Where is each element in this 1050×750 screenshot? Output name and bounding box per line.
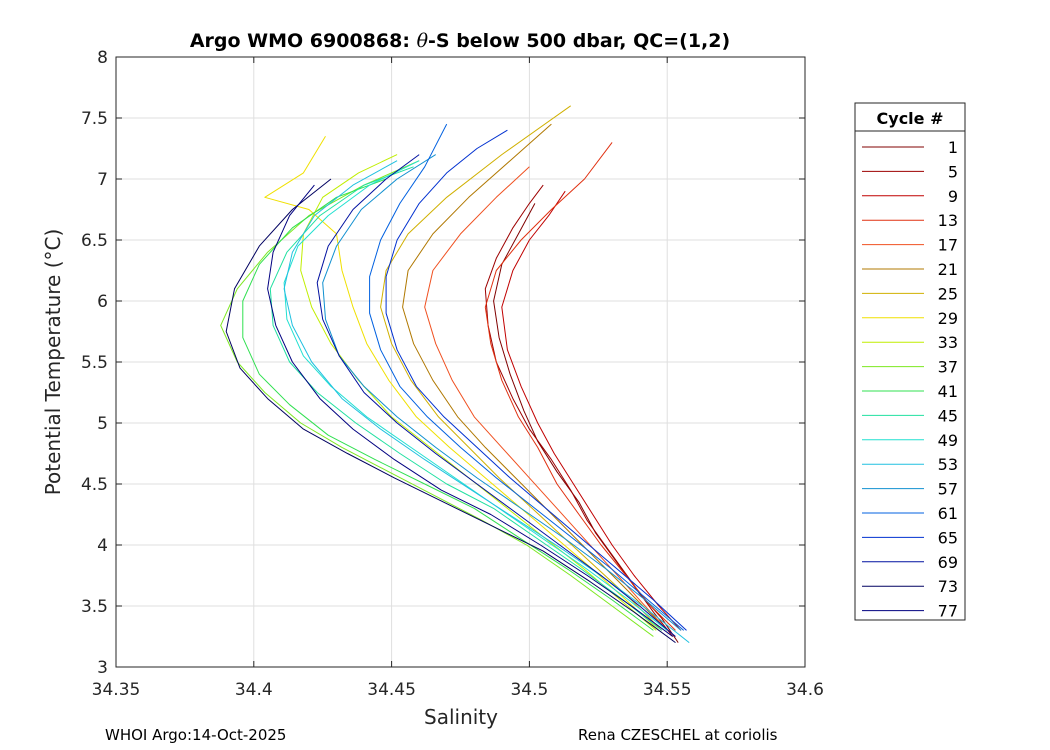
y-axis-label: Potential Temperature (°C) — [41, 229, 65, 496]
chart-title-suffix: -S below 500 dbar, QC=(1,2) — [428, 30, 730, 52]
legend-label-cycle-5: 5 — [948, 162, 958, 181]
chart-title-theta: θ — [417, 30, 429, 52]
x-tick-label: 34.6 — [786, 680, 824, 700]
grid-lines — [116, 57, 805, 667]
series-line-cycle-61 — [369, 123, 685, 631]
series-line-cycle-53 — [283, 160, 690, 643]
legend-label-cycle-77: 77 — [938, 602, 958, 621]
legend-label-cycle-9: 9 — [948, 187, 958, 206]
series-line-cycle-17 — [424, 166, 668, 631]
y-tick-label: 4.5 — [81, 475, 108, 495]
legend-label-cycle-13: 13 — [938, 211, 958, 230]
series-line-cycle-21 — [402, 123, 668, 631]
series-line-cycle-77 — [267, 184, 673, 637]
x-tick-label: 34.4 — [235, 680, 273, 700]
x-tick-label: 34.55 — [643, 680, 692, 700]
legend-label-cycle-1: 1 — [948, 138, 958, 157]
series-line-cycle-65 — [385, 129, 687, 631]
series-line-cycle-29 — [264, 136, 660, 631]
legend-label-cycle-33: 33 — [938, 333, 958, 352]
y-tick-label: 7 — [97, 170, 108, 190]
x-tick-label: 34.45 — [367, 680, 416, 700]
legend-label-cycle-49: 49 — [938, 431, 958, 450]
series-line-cycle-57 — [322, 154, 682, 631]
series-line-cycle-9 — [501, 190, 682, 631]
x-tick-label: 34.5 — [510, 680, 548, 700]
y-axis-ticks: 3 3.5 4 4.5 5 5.5 6 6.5 7 7.5 8 — [81, 48, 805, 678]
legend-label-cycle-53: 53 — [938, 455, 958, 474]
y-tick-label: 7.5 — [81, 109, 108, 129]
legend-label-cycle-65: 65 — [938, 528, 958, 547]
legend-items: 1 5 9 13 17 21 25 29 33 37 41 45 49 53 57 61 65 69 73 77 — [862, 138, 958, 621]
legend-label-cycle-69: 69 — [938, 553, 958, 572]
y-tick-label: 3 — [97, 658, 108, 678]
y-tick-label: 6.5 — [81, 231, 108, 251]
footer-left: WHOI Argo:14-Oct-2025 — [105, 726, 287, 744]
y-tick-label: 8 — [97, 48, 108, 68]
legend-label-cycle-29: 29 — [938, 309, 958, 328]
y-tick-label: 3.5 — [81, 597, 108, 617]
legend-label-cycle-61: 61 — [938, 504, 958, 523]
x-tick-label: 34.35 — [92, 680, 141, 700]
series-line-cycle-25 — [380, 105, 663, 631]
series-line-cycle-5 — [484, 184, 674, 637]
legend-label-cycle-21: 21 — [938, 260, 958, 279]
legend-label-cycle-41: 41 — [938, 382, 958, 401]
chart-title: Argo WMO 6900868: θ-S below 500 dbar, QC… — [190, 30, 730, 52]
legend-label-cycle-45: 45 — [938, 406, 958, 425]
series-line-cycle-49 — [283, 160, 668, 631]
series-line-cycle-73 — [225, 178, 676, 644]
legend-title: Cycle # — [877, 109, 944, 128]
series-line-cycle-69 — [316, 154, 676, 637]
legend: Cycle # 1 5 9 13 17 21 25 29 33 37 41 45 49 53 57 61 65 6… — [854, 102, 966, 621]
x-axis-label: Salinity — [424, 705, 498, 729]
legend-label-cycle-17: 17 — [938, 236, 958, 255]
series-layer — [220, 105, 690, 644]
footer-right: Rena CZESCHEL at coriolis — [578, 726, 778, 744]
y-tick-label: 4 — [97, 536, 108, 556]
legend-label-cycle-73: 73 — [938, 577, 958, 596]
y-tick-label: 6 — [97, 292, 108, 312]
y-tick-label: 5.5 — [81, 353, 108, 373]
x-axis-ticks: 34.35 34.4 34.45 34.5 34.55 34.6 — [92, 57, 824, 700]
legend-label-cycle-25: 25 — [938, 284, 958, 303]
chart-title-prefix: Argo WMO 6900868: — [190, 30, 417, 52]
legend-label-cycle-57: 57 — [938, 480, 958, 499]
legend-label-cycle-37: 37 — [938, 358, 958, 377]
y-tick-label: 5 — [97, 414, 108, 434]
series-line-cycle-13 — [484, 142, 676, 631]
legend-box — [854, 102, 966, 621]
